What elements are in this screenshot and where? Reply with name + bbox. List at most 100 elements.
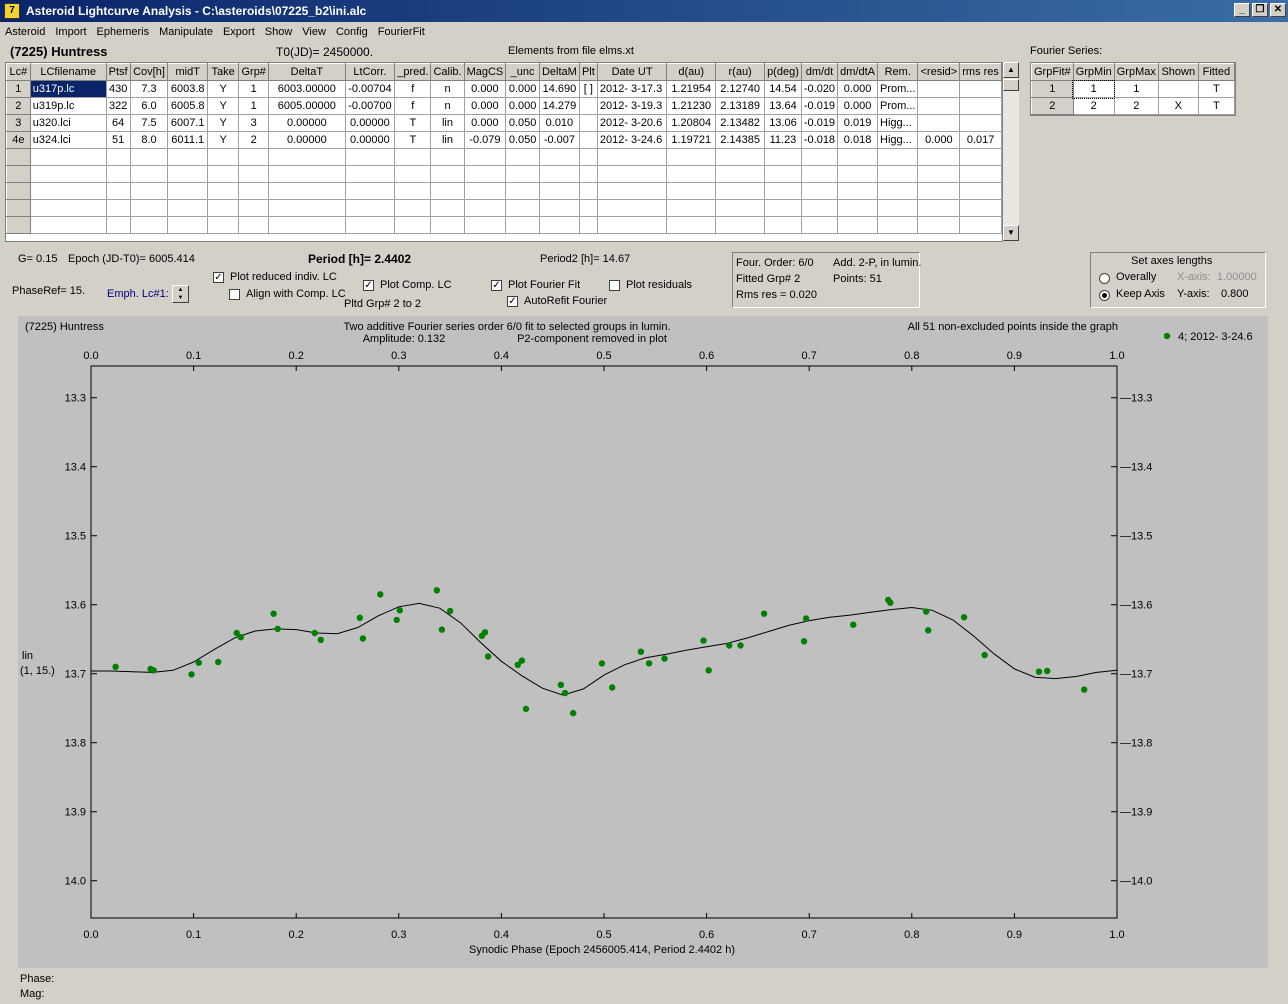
table-cell[interactable] (877, 182, 919, 200)
column-header[interactable]: midT (167, 63, 209, 81)
table-cell[interactable]: 0.000 (463, 80, 507, 98)
table-cell[interactable] (105, 199, 131, 217)
table-cell[interactable] (959, 182, 1002, 200)
table-cell[interactable] (596, 199, 668, 217)
table-cell[interactable]: 3 (238, 114, 270, 132)
table-cell[interactable]: 2.12740 (715, 80, 766, 98)
table-cell[interactable] (959, 216, 1002, 234)
table-cell[interactable]: 2012- 3-20.6 (596, 114, 668, 132)
table-cell[interactable] (764, 148, 802, 166)
table-cell[interactable] (394, 165, 432, 183)
table-cell[interactable]: 2.13482 (715, 114, 766, 132)
table-cell[interactable] (238, 165, 270, 183)
table-cell[interactable]: 0.00000 (344, 131, 396, 149)
column-header[interactable]: GrpMax (1113, 63, 1159, 81)
scroll-up-icon[interactable]: ▲ (1003, 62, 1019, 78)
table-cell[interactable] (837, 199, 879, 217)
table-row[interactable]: 2 u319p.lc 322 6.0 6005.8 Y 1 6005.00000 -0.0070… (6, 97, 1002, 115)
column-header[interactable]: Shown (1157, 63, 1199, 81)
table-cell[interactable] (430, 182, 465, 200)
table-cell[interactable] (463, 216, 507, 234)
table-cell[interactable]: 6011.1 (167, 131, 209, 149)
table-cell[interactable] (959, 80, 1002, 98)
table-cell[interactable]: [ ] (578, 80, 598, 98)
table-cell[interactable]: 6003.00000 (268, 80, 346, 98)
table-cell[interactable]: T (394, 114, 432, 132)
table-cell[interactable] (800, 199, 839, 217)
period-param[interactable]: Period [h]= 2.4402 (308, 252, 412, 266)
table-cell[interactable] (29, 165, 107, 183)
table-cell[interactable]: -0.020 (800, 80, 839, 98)
table-cell[interactable]: u320.lci (29, 114, 107, 132)
table-cell[interactable]: -0.019 (800, 114, 839, 132)
table-cell[interactable] (538, 182, 580, 200)
table-cell[interactable] (578, 131, 598, 149)
table-cell[interactable] (837, 216, 879, 234)
table-cell[interactable] (344, 199, 396, 217)
table-cell[interactable] (764, 182, 802, 200)
row-number-cell[interactable]: 2 (6, 97, 31, 115)
table-cell[interactable] (877, 199, 919, 217)
table-cell[interactable] (538, 216, 580, 234)
table-cell[interactable] (505, 216, 540, 234)
column-header[interactable]: Ptsf (105, 63, 131, 81)
table-cell[interactable] (207, 199, 240, 217)
table-cell[interactable] (344, 216, 396, 234)
table-cell[interactable] (207, 148, 240, 166)
table-cell[interactable] (105, 148, 131, 166)
table-cell[interactable] (505, 148, 540, 166)
column-header[interactable]: r(au) (715, 63, 766, 81)
table-row[interactable]: 1 u317p.lc 430 7.3 6003.8 Y 1 6003.00000 -0.0070… (6, 80, 1002, 98)
table-cell[interactable] (6, 182, 31, 200)
table-cell[interactable] (430, 199, 465, 217)
table-cell[interactable]: Y (207, 97, 240, 115)
scroll-down-icon[interactable]: ▼ (1003, 225, 1019, 241)
table-cell[interactable] (596, 165, 668, 183)
table-cell[interactable]: 6007.1 (167, 114, 209, 132)
column-header[interactable]: Calib. (430, 63, 465, 81)
empty-table-row[interactable] (6, 182, 1002, 200)
table-cell[interactable] (207, 216, 240, 234)
column-header[interactable]: GrpMin (1072, 63, 1115, 81)
table-cell[interactable] (463, 148, 507, 166)
menu-fourierfit[interactable]: FourierFit (377, 26, 425, 38)
emph-lc-spinner[interactable]: ▲ ▼ (172, 285, 189, 303)
table-cell[interactable] (6, 165, 31, 183)
column-header[interactable]: dm/dt (800, 63, 839, 81)
table-cell[interactable] (394, 216, 432, 234)
table-cell[interactable]: 6005.8 (167, 97, 209, 115)
table-cell[interactable] (837, 148, 879, 166)
table-cell[interactable]: Y (207, 131, 240, 149)
table-cell[interactable] (837, 165, 879, 183)
table-cell[interactable]: 13.64 (764, 97, 802, 115)
column-header[interactable]: Take (207, 63, 240, 81)
table-cell[interactable] (538, 199, 580, 217)
table-cell[interactable] (959, 97, 1002, 115)
table-cell[interactable] (715, 165, 766, 183)
table-cell[interactable] (959, 148, 1002, 166)
table-cell[interactable]: Y (207, 114, 240, 132)
minimize-icon[interactable]: _ (1234, 3, 1250, 17)
menu-manipulate[interactable]: Manipulate (159, 26, 213, 38)
table-cell[interactable]: 2.13189 (715, 97, 766, 115)
table-cell[interactable]: 0.050 (505, 131, 540, 149)
plot-comp-checkbox[interactable]: ✓ (363, 280, 374, 291)
keep-axis-radio[interactable] (1099, 290, 1110, 301)
table-cell[interactable] (29, 216, 107, 234)
table-cell[interactable]: f (394, 80, 432, 98)
plot-fourier-checkbox[interactable]: ✓ (491, 280, 502, 291)
table-cell[interactable] (666, 216, 717, 234)
table-cell[interactable] (596, 182, 668, 200)
column-header[interactable]: <resid> (917, 63, 961, 81)
fourier-cell[interactable]: 1 (1113, 80, 1159, 98)
table-cell[interactable] (167, 182, 209, 200)
table-cell[interactable]: 0.00000 (344, 114, 396, 132)
table-cell[interactable] (578, 165, 598, 183)
fourier-cell[interactable]: 2 (1031, 97, 1074, 115)
table-cell[interactable] (105, 216, 131, 234)
table-cell[interactable]: 13.06 (764, 114, 802, 132)
menu-asteroid[interactable]: Asteroid (5, 26, 46, 38)
table-cell[interactable] (29, 148, 107, 166)
table-cell[interactable] (837, 182, 879, 200)
table-cell[interactable] (167, 216, 209, 234)
